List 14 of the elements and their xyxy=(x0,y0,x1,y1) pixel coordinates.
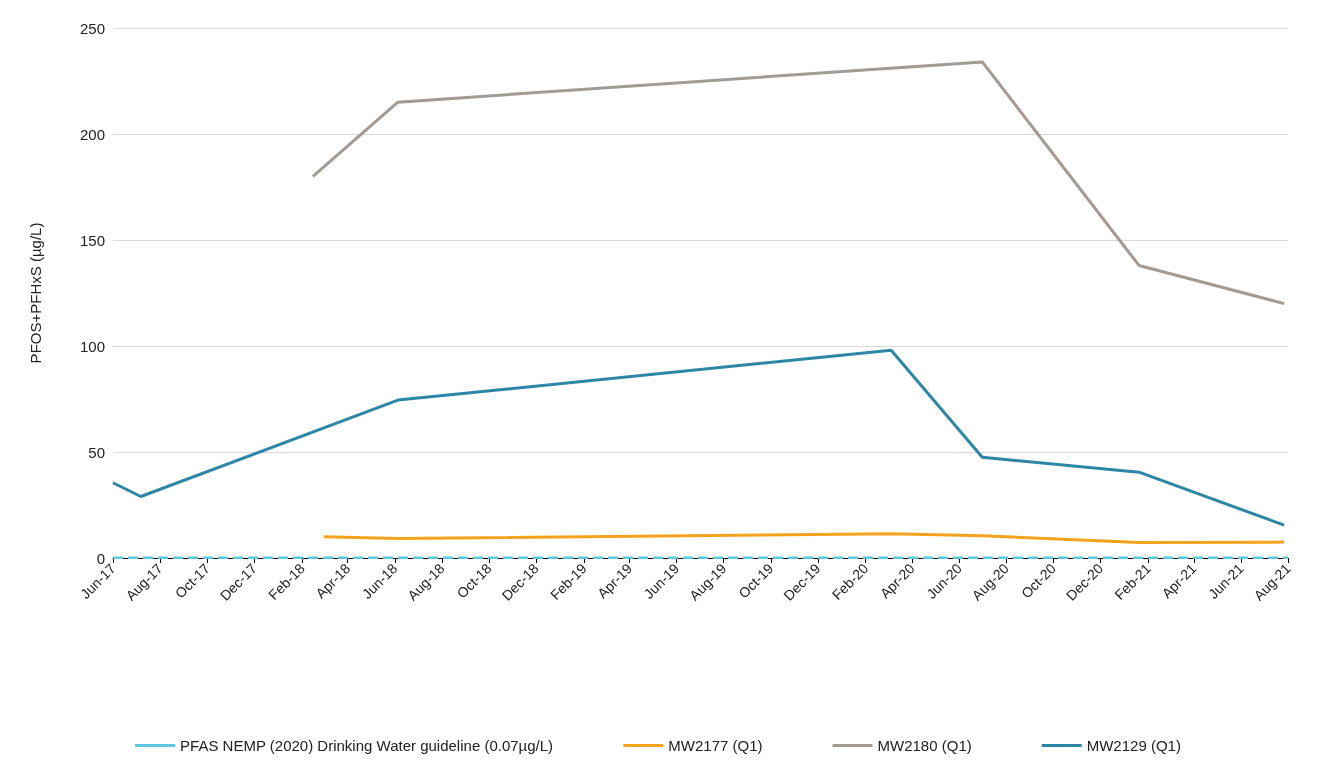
y-tick-label: 50 xyxy=(88,443,105,461)
line-series xyxy=(322,532,1286,545)
legend-label: MW2177 (Q1) xyxy=(668,737,763,754)
legend-label: PFAS NEMP (2020) Drinking Water guideline (0.07µg/L) xyxy=(180,737,554,754)
legend-label: MW2129 (Q1) xyxy=(1086,737,1181,754)
y-axis-title: PFOS+PFHxS (µg/L) xyxy=(27,222,44,364)
line-series xyxy=(311,60,1286,306)
legend-label: MW2180 (Q1) xyxy=(877,737,972,754)
y-tick-label: 200 xyxy=(79,125,105,143)
y-tick-label: 150 xyxy=(79,231,105,249)
line-series xyxy=(111,348,1286,527)
y-tick-label: 250 xyxy=(79,19,105,37)
y-tick-label: 0 xyxy=(96,549,105,567)
y-tick-label: 100 xyxy=(79,337,105,355)
